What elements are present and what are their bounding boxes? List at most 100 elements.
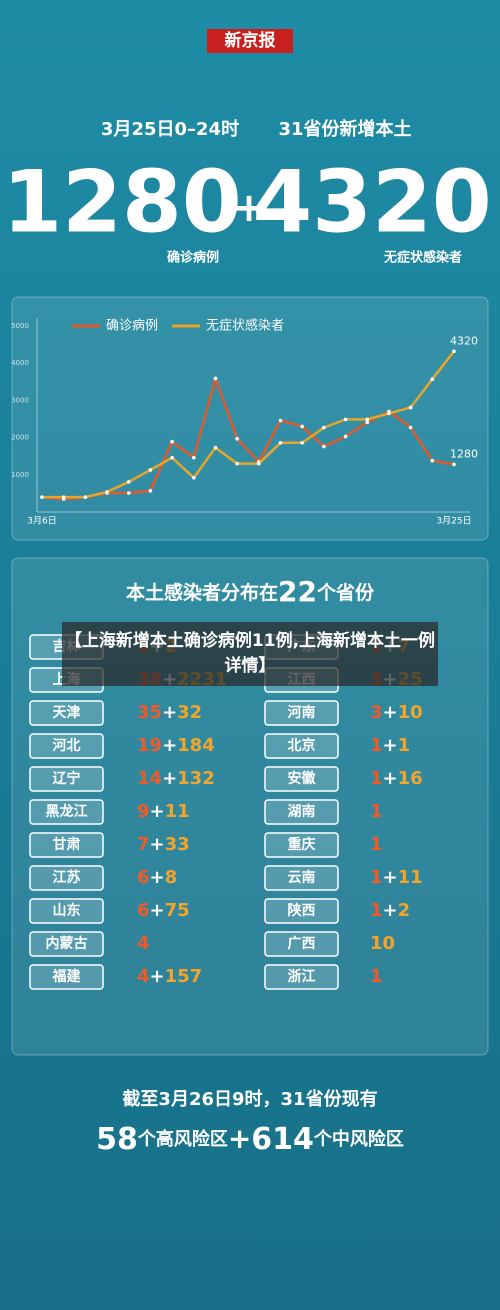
counts: 1+1	[370, 735, 410, 756]
province-name: 湖南	[288, 803, 316, 820]
province-box	[29, 766, 104, 792]
confirmed: 1	[370, 966, 383, 987]
point	[235, 461, 239, 466]
legend-label: 确诊病例	[106, 319, 158, 334]
point	[452, 462, 456, 467]
plus: +	[383, 735, 398, 756]
point	[105, 490, 109, 494]
confirmed: 6	[137, 900, 150, 921]
point	[213, 376, 218, 381]
high-count: 58	[96, 1122, 138, 1157]
province-box	[264, 898, 339, 924]
confirmed-total: 1280	[2, 152, 241, 252]
confirmed: 14	[137, 768, 162, 789]
counts: 6+75	[137, 900, 190, 921]
plus: +	[150, 834, 165, 855]
point	[170, 455, 174, 460]
plus: +	[383, 867, 398, 888]
point	[213, 445, 218, 450]
plus: +	[228, 1122, 251, 1155]
x-tick-label: 3月25日	[436, 516, 471, 527]
asymptomatic: 16	[398, 768, 423, 789]
province-box	[264, 832, 339, 858]
province-box	[264, 964, 339, 990]
point	[365, 417, 370, 422]
point	[126, 491, 131, 495]
province-box	[264, 733, 339, 759]
y-tick-label: 3000	[11, 396, 29, 404]
point	[170, 439, 174, 444]
y-tick-label: 5000	[11, 322, 29, 330]
asymptomatic: 1	[398, 735, 411, 756]
point	[40, 495, 44, 499]
province-name: 陕西	[288, 902, 316, 919]
y-tick-label: 1000	[11, 471, 29, 479]
province-name: 福建	[52, 968, 81, 985]
point	[278, 441, 283, 445]
confirmed: 3	[370, 702, 383, 723]
plus: +	[162, 735, 177, 756]
point	[148, 488, 153, 493]
confirmed: 19	[137, 735, 162, 756]
province-box	[29, 931, 104, 957]
confirmed: 9	[137, 801, 150, 822]
province-name: 云南	[288, 869, 316, 886]
date: 3月25日0–24时	[101, 119, 239, 140]
subtitle: 31省份新增本土	[278, 118, 411, 140]
counts: 35+32	[137, 702, 202, 723]
province-name: 天津	[53, 704, 81, 721]
counts: 19+184	[137, 735, 215, 756]
point	[430, 377, 435, 381]
plus: +	[150, 867, 165, 888]
province-box	[29, 898, 104, 924]
plus: +	[150, 801, 165, 822]
province-name: 内蒙古	[46, 935, 88, 952]
counts: 1	[370, 801, 383, 822]
point	[257, 461, 261, 466]
point	[191, 455, 196, 460]
asymptomatic: 8	[165, 867, 178, 888]
asymptomatic-total: 4320	[252, 152, 491, 252]
province-name: 浙江	[288, 968, 316, 985]
counts: 3+10	[370, 702, 423, 723]
x-tick-label: 3月6日	[27, 516, 56, 527]
asymptomatic: 2	[398, 900, 411, 921]
province-count: 22	[278, 575, 317, 608]
plus: +	[162, 768, 177, 789]
point	[343, 417, 348, 422]
counts: 4	[137, 933, 150, 954]
confirmed: 1	[370, 867, 383, 888]
province-box	[29, 964, 104, 990]
province-box	[264, 931, 339, 957]
plus: +	[150, 966, 165, 987]
plus: +	[383, 900, 398, 921]
asymptomatic: 75	[165, 900, 190, 921]
plus: +	[150, 900, 165, 921]
counts: 10	[370, 933, 395, 954]
asymptomatic: 32	[177, 702, 202, 723]
province-name: 河南	[288, 704, 316, 721]
point	[83, 495, 88, 499]
logo-box	[207, 29, 293, 53]
province-box	[264, 865, 339, 891]
asymptomatic: 10	[398, 702, 423, 723]
province-name: 山东	[53, 902, 81, 919]
logo: 新京报	[225, 30, 276, 51]
province-name: 广西	[288, 935, 316, 952]
counts: 1+2	[370, 900, 410, 921]
counts: 1	[370, 834, 383, 855]
point	[300, 441, 305, 445]
asymptomatic: 33	[165, 834, 190, 855]
asymptomatic: 11	[165, 801, 190, 822]
medium-count: 614	[251, 1122, 314, 1157]
counts: 1	[370, 966, 383, 987]
plus: +	[162, 702, 177, 723]
counts: 4+157	[137, 966, 202, 987]
asymptomatic-label: 无症状感染者	[383, 250, 462, 266]
table-title: 本土感染者分布在22个省份	[126, 575, 375, 608]
series-line	[42, 350, 455, 499]
confirmed: 35	[137, 702, 162, 723]
point	[408, 405, 413, 410]
y-tick-label: 4000	[11, 359, 29, 367]
point	[322, 444, 326, 449]
